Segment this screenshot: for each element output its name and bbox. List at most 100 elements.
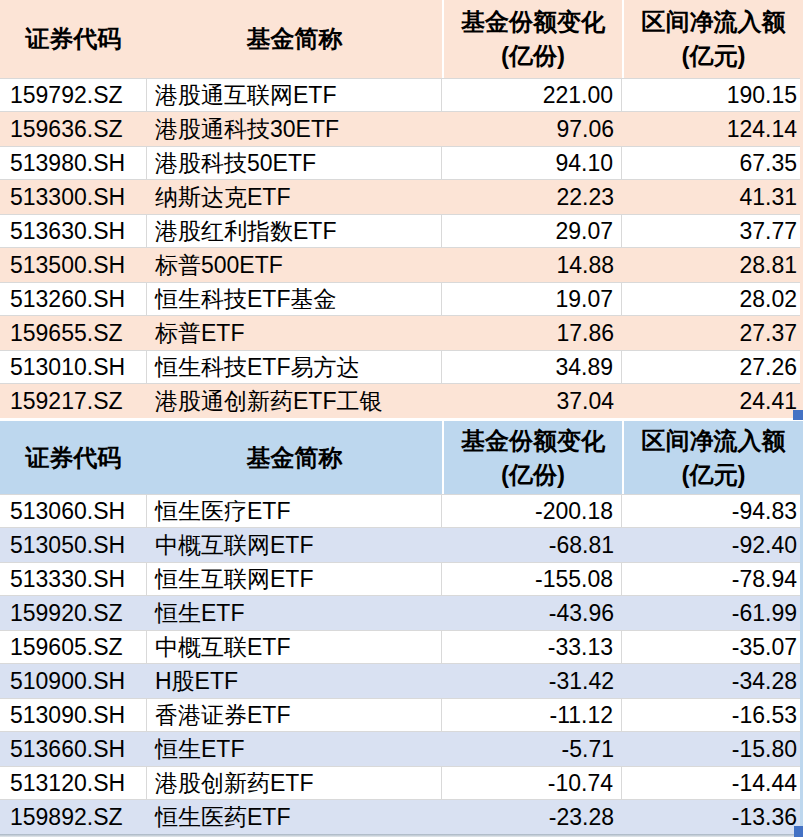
fund-code-cell[interactable]: 159792.SZ [0, 79, 147, 111]
fund-name-cell[interactable]: 港股红利指数ETF [147, 215, 442, 247]
net-inflow-cell[interactable]: -34.28 [622, 664, 803, 698]
fund-name-cell[interactable]: 港股通互联网ETF [147, 79, 442, 111]
net-inflow-cell[interactable]: -78.94 [622, 563, 803, 595]
fund-name-cell[interactable]: 恒生互联网ETF [147, 563, 442, 595]
table-row: 159217.SZ 港股通创新药ETF工银 37.04 24.41 [0, 384, 803, 418]
fund-name-cell[interactable]: 恒生医药ETF [147, 800, 442, 834]
column-header-share-change[interactable]: 基金份额变化 (亿份) [442, 421, 622, 494]
column-header-share-change-line1: 基金份额变化 [461, 5, 605, 39]
net-inflow-cell[interactable]: 27.37 [622, 316, 803, 350]
column-header-net-inflow[interactable]: 区间净流入额 (亿元) [622, 0, 803, 78]
fund-name-cell[interactable]: 恒生ETF [147, 732, 442, 766]
net-inflow-cell[interactable]: -14.44 [622, 767, 803, 799]
share-change-cell[interactable]: 221.00 [442, 79, 622, 111]
fund-code-cell[interactable]: 159655.SZ [0, 316, 147, 350]
column-header-name-label: 基金简称 [247, 22, 343, 56]
net-inflow-cell[interactable]: 27.26 [622, 351, 803, 383]
share-change-cell[interactable]: 22.23 [442, 180, 622, 214]
net-inflow-cell[interactable]: -16.53 [622, 699, 803, 731]
fund-code-cell[interactable]: 513050.SH [0, 528, 147, 562]
share-change-cell[interactable]: 17.86 [442, 316, 622, 350]
share-change-cell[interactable]: -43.96 [442, 596, 622, 630]
fund-code-cell[interactable]: 159920.SZ [0, 596, 147, 630]
fund-name-cell[interactable]: 恒生科技ETF易方达 [147, 351, 442, 383]
fund-code-cell[interactable]: 513060.SH [0, 495, 147, 527]
share-change-cell[interactable]: 37.04 [442, 384, 622, 418]
share-change-cell[interactable]: -11.12 [442, 699, 622, 731]
fund-name-cell[interactable]: 香港证券ETF [147, 699, 442, 731]
fund-name-cell[interactable]: 标普ETF [147, 316, 442, 350]
table-row: 513050.SH 中概互联网ETF -68.81 -92.40 [0, 528, 803, 562]
net-inflow-cell[interactable]: -13.36 [622, 800, 803, 834]
net-inflow-cell[interactable]: 41.31 [622, 180, 803, 214]
fund-name-cell[interactable]: 港股科技50ETF [147, 147, 442, 179]
column-header-net-inflow[interactable]: 区间净流入额 (亿元) [622, 421, 803, 494]
fund-name-cell[interactable]: 恒生科技ETF基金 [147, 283, 442, 315]
column-header-code[interactable]: 证券代码 [0, 421, 147, 494]
etf-fund-flow-sheet: 证券代码 基金简称 基金份额变化 (亿份) 区间净流入额 (亿元) 159792… [0, 0, 803, 837]
net-inflow-cell[interactable]: -15.80 [622, 732, 803, 766]
share-change-cell[interactable]: 19.07 [442, 283, 622, 315]
share-change-cell[interactable]: 34.89 [442, 351, 622, 383]
net-inflow-cell[interactable]: 190.15 [622, 79, 803, 111]
share-change-cell[interactable]: -68.81 [442, 528, 622, 562]
share-change-cell[interactable]: -33.13 [442, 631, 622, 663]
net-inflow-cell[interactable]: 28.81 [622, 248, 803, 282]
fund-code-cell[interactable]: 159605.SZ [0, 631, 147, 663]
fund-name-cell[interactable]: 港股通创新药ETF工银 [147, 384, 442, 418]
column-header-code[interactable]: 证券代码 [0, 0, 147, 78]
selection-handle-icon[interactable] [794, 826, 803, 837]
column-header-name[interactable]: 基金简称 [147, 421, 442, 494]
outflow-table: 证券代码 基金简称 基金份额变化 (亿份) 区间净流入额 (亿元) 513060… [0, 421, 803, 837]
share-change-cell[interactable]: -200.18 [442, 495, 622, 527]
table-row: 513980.SH 港股科技50ETF 94.10 67.35 [0, 146, 803, 180]
table-row: 513630.SH 港股红利指数ETF 29.07 37.77 [0, 214, 803, 248]
share-change-cell[interactable]: 29.07 [442, 215, 622, 247]
fund-name-cell[interactable]: H股ETF [147, 664, 442, 698]
fund-code-cell[interactable]: 513500.SH [0, 248, 147, 282]
share-change-cell[interactable]: 97.06 [442, 112, 622, 146]
net-inflow-cell[interactable]: 24.41 [622, 384, 803, 418]
share-change-cell[interactable]: -155.08 [442, 563, 622, 595]
fund-name-cell[interactable]: 港股通科技30ETF [147, 112, 442, 146]
share-change-cell[interactable]: -5.71 [442, 732, 622, 766]
net-inflow-cell[interactable]: 37.77 [622, 215, 803, 247]
share-change-cell[interactable]: -31.42 [442, 664, 622, 698]
column-header-net-inflow-line1: 区间净流入额 [642, 5, 786, 39]
fund-code-cell[interactable]: 513120.SH [0, 767, 147, 799]
net-inflow-cell[interactable]: 28.02 [622, 283, 803, 315]
fund-name-cell[interactable]: 港股创新药ETF [147, 767, 442, 799]
fund-name-cell[interactable]: 中概互联网ETF [147, 528, 442, 562]
fund-code-cell[interactable]: 513300.SH [0, 180, 147, 214]
fund-code-cell[interactable]: 513660.SH [0, 732, 147, 766]
fund-code-cell[interactable]: 513010.SH [0, 351, 147, 383]
column-header-share-change[interactable]: 基金份额变化 (亿份) [442, 0, 622, 78]
fund-code-cell[interactable]: 513090.SH [0, 699, 147, 731]
share-change-cell[interactable]: 14.88 [442, 248, 622, 282]
inflow-table: 证券代码 基金简称 基金份额变化 (亿份) 区间净流入额 (亿元) 159792… [0, 0, 803, 418]
net-inflow-cell[interactable]: -61.99 [622, 596, 803, 630]
net-inflow-cell[interactable]: 67.35 [622, 147, 803, 179]
fund-code-cell[interactable]: 159892.SZ [0, 800, 147, 834]
fund-code-cell[interactable]: 159636.SZ [0, 112, 147, 146]
selection-handle-icon[interactable] [793, 410, 803, 420]
fund-name-cell[interactable]: 恒生ETF [147, 596, 442, 630]
fund-name-cell[interactable]: 纳斯达克ETF [147, 180, 442, 214]
share-change-cell[interactable]: -23.28 [442, 800, 622, 834]
fund-code-cell[interactable]: 513980.SH [0, 147, 147, 179]
fund-code-cell[interactable]: 513330.SH [0, 563, 147, 595]
share-change-cell[interactable]: 94.10 [442, 147, 622, 179]
net-inflow-cell[interactable]: -35.07 [622, 631, 803, 663]
net-inflow-cell[interactable]: 124.14 [622, 112, 803, 146]
share-change-cell[interactable]: -10.74 [442, 767, 622, 799]
net-inflow-cell[interactable]: -92.40 [622, 528, 803, 562]
fund-code-cell[interactable]: 510900.SH [0, 664, 147, 698]
fund-code-cell[interactable]: 513630.SH [0, 215, 147, 247]
net-inflow-cell[interactable]: -94.83 [622, 495, 803, 527]
fund-code-cell[interactable]: 513260.SH [0, 283, 147, 315]
fund-code-cell[interactable]: 159217.SZ [0, 384, 147, 418]
column-header-name[interactable]: 基金简称 [147, 0, 442, 78]
fund-name-cell[interactable]: 恒生医疗ETF [147, 495, 442, 527]
fund-name-cell[interactable]: 标普500ETF [147, 248, 442, 282]
fund-name-cell[interactable]: 中概互联ETF [147, 631, 442, 663]
